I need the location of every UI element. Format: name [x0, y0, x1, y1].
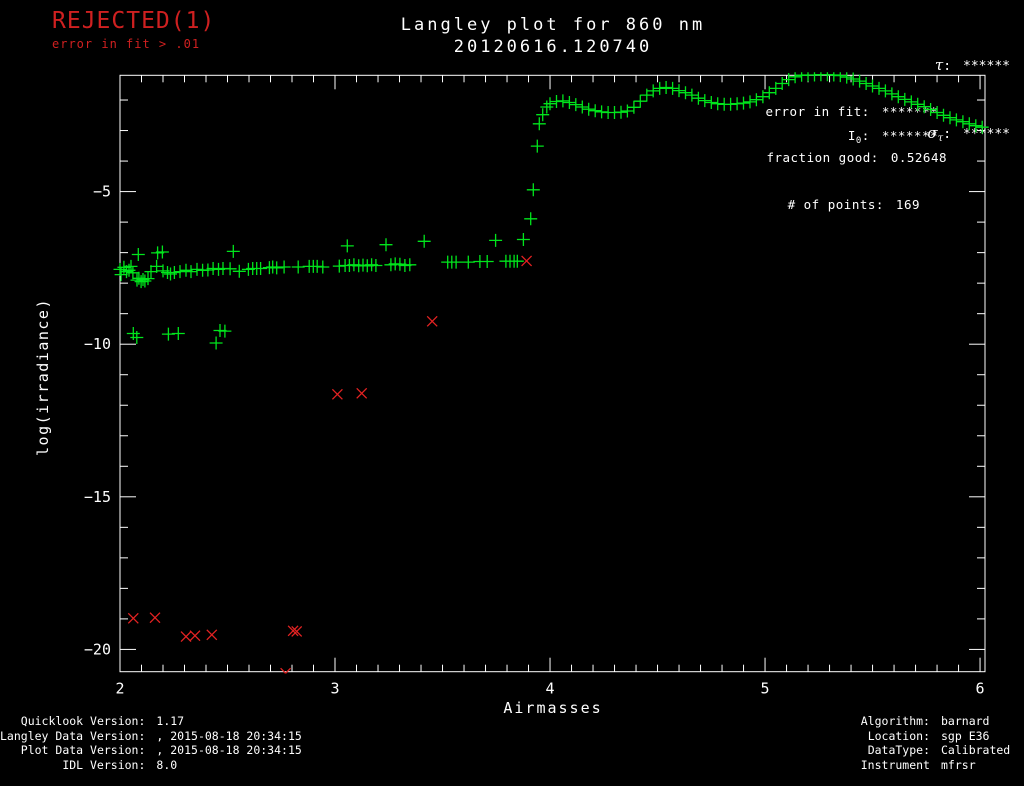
info-label: Plot Data Version:	[20, 743, 146, 758]
info-row: Plot Data Version: , 2015-08-18 20:34:15	[0, 743, 302, 758]
tau-value: ******	[963, 59, 1010, 74]
info-label: Instrument	[860, 757, 930, 772]
info-label: DataType:	[867, 743, 930, 758]
tau-line: τ: ******	[934, 56, 1010, 74]
x-axis-label: Airmasses	[503, 699, 603, 717]
info-row: Langley Data Version: , 2015-08-18 20:34:…	[0, 729, 302, 744]
info-value: 1.17	[156, 714, 185, 728]
info-row: Location: sgp E36	[744, 729, 1010, 744]
plot-subtitle-datetime: 20120616.120740	[453, 37, 653, 57]
info-label: Quicklook Version:	[20, 714, 146, 728]
sigma-tau-line: στ: ******	[927, 124, 1010, 144]
y-tick-label: −5	[93, 183, 111, 201]
rejected-status-label: REJECTED(1)	[52, 8, 216, 34]
sigma-value: ******	[963, 127, 1010, 142]
x-tick-label: 2	[115, 680, 124, 698]
info-row: Quicklook Version: 1.17	[0, 714, 302, 729]
instrument-info-block: Algorithm: barnard Location: sgp E36 DataTyp…	[744, 714, 1011, 773]
info-row: Instrument mfrsr	[744, 758, 1010, 773]
tau-symbol: τ	[934, 56, 944, 74]
x-tick-label: 4	[546, 680, 555, 698]
info-value: sgp E36	[941, 728, 990, 743]
tau-sigma-block: τ: ****** στ: ******	[927, 10, 1010, 172]
info-row: Algorithm: barnard	[744, 714, 1010, 729]
info-row: DataType: Calibrated	[744, 743, 1011, 758]
version-info-block: Quicklook Version: 1.17 Langley Data Versi…	[0, 714, 302, 772]
info-value: barnard	[941, 714, 990, 728]
plot-title: Langley plot for 860 nm	[400, 15, 706, 35]
info-value: Calibrated	[941, 743, 1011, 758]
info-label: Algorithm:	[860, 714, 930, 728]
i0-annotation: I0: *******	[847, 128, 938, 146]
y-tick-label: −15	[84, 488, 111, 506]
x-tick-label: 5	[761, 680, 770, 698]
y-tick-label: −20	[84, 640, 111, 658]
info-label: Langley Data Version:	[0, 728, 146, 743]
rejected-reason-label: error in fit > .01	[52, 37, 201, 51]
rejected-markers	[127, 255, 533, 674]
info-row: IDL Version: 8.0	[0, 758, 302, 773]
y-tick-label: −10	[84, 335, 111, 353]
fraction-good-annotation: fraction good: 0.52648	[766, 150, 947, 165]
x-tick-label: 6	[976, 680, 985, 698]
info-value: , 2015-08-18 20:34:15	[156, 728, 302, 743]
y-axis-label: log(irradiance)	[34, 298, 52, 456]
tick-labels: 2 3 4 5 6 −5 −10 −15 −20	[84, 183, 985, 698]
x-tick-label: 3	[330, 680, 339, 698]
info-value: , 2015-08-18 20:34:15	[156, 743, 302, 758]
info-label: IDL Version:	[62, 757, 146, 772]
info-label: Location:	[867, 728, 930, 743]
error-in-fit-annotation: error in fit: *******	[765, 104, 938, 119]
info-value: mfrsr	[941, 757, 976, 772]
info-value: 8.0	[156, 757, 178, 772]
num-points-annotation: # of points: 169	[787, 197, 920, 212]
